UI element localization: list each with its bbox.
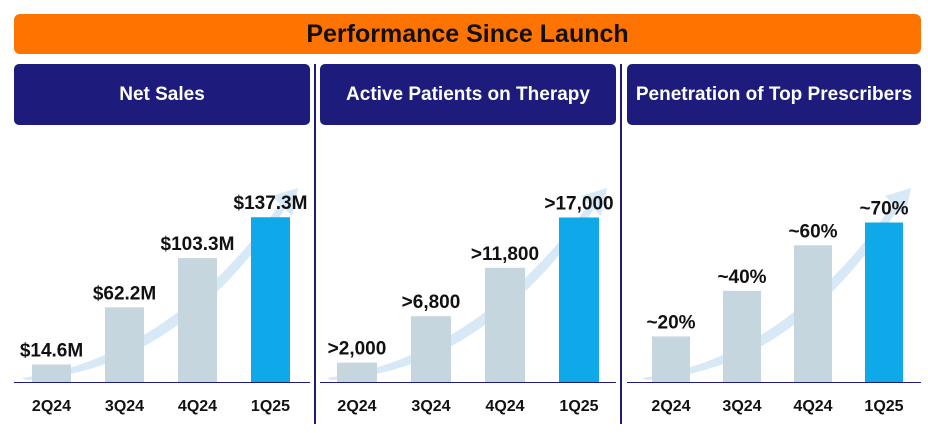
active-patients-header: Active Patients on Therapy [320, 64, 616, 125]
data-label: $14.6M [20, 340, 83, 361]
category-label: 4Q24 [485, 398, 524, 415]
bar-3q24 [105, 307, 144, 382]
data-label: >6,800 [402, 292, 461, 313]
bar-2q24 [32, 364, 71, 382]
data-label: ~40% [717, 267, 766, 288]
category-label: 3Q24 [411, 398, 450, 415]
data-label: >11,800 [471, 244, 539, 265]
page-title: Performance Since Launch [14, 14, 921, 54]
data-label: $137.3M [234, 193, 308, 214]
category-label: 1Q25 [864, 398, 903, 415]
data-label: $103.3M [161, 234, 235, 255]
data-label: >2,000 [328, 339, 387, 360]
penetration-chart: ~20% 2Q24 ~40% 3Q24 ~60% 4Q24 ~70% 1Q25 [627, 188, 921, 415]
bar-2q24 [337, 362, 377, 382]
category-label: 2Q24 [337, 398, 376, 415]
bar-1q25 [251, 217, 290, 382]
category-label: 2Q24 [32, 398, 71, 415]
category-label: 1Q25 [559, 398, 598, 415]
active-patients-panel: Active Patients on Therapy >2,000 2Q24 >6,… [320, 64, 616, 433]
bar-3q24 [411, 316, 451, 382]
category-label: 4Q24 [793, 398, 832, 415]
data-label: $62.2M [93, 283, 156, 304]
data-label: >17,000 [544, 193, 613, 214]
category-label: 2Q24 [651, 398, 690, 415]
bar-1q25 [865, 222, 903, 382]
bar-4q24 [178, 258, 217, 382]
bar-3q24 [723, 290, 761, 382]
penetration-panel: Penetration of Top Prescribers ~20% 2Q24 ~… [627, 64, 921, 433]
category-label: 3Q24 [722, 398, 761, 415]
active-patients-chart: >2,000 2Q24 >6,800 3Q24 >11,800 4Q24 >17,000 1Q… [320, 188, 616, 415]
data-label: ~60% [788, 221, 837, 242]
net-sales-header: Net Sales [14, 64, 310, 125]
net-sales-chart: $14.6M 2Q24 $62.2M 3Q24 $103.3M 4Q24 $137.3M 1Q… [14, 188, 310, 415]
category-label: 3Q24 [105, 398, 144, 415]
category-label: 1Q25 [251, 398, 290, 415]
category-label: 4Q24 [178, 398, 217, 415]
bar-1q25 [559, 217, 599, 382]
bar-2q24 [652, 336, 690, 382]
bar-4q24 [794, 245, 832, 382]
penetration-header: Penetration of Top Prescribers [627, 64, 921, 125]
data-label: ~70% [859, 199, 908, 220]
panel-divider [314, 64, 316, 424]
bar-4q24 [485, 267, 525, 382]
net-sales-panel: Net Sales $14.6M 2Q24 $62.2M 3Q24 $103.3M 4Q2… [14, 64, 310, 433]
data-label: ~20% [646, 312, 695, 333]
panel-divider [620, 64, 622, 424]
